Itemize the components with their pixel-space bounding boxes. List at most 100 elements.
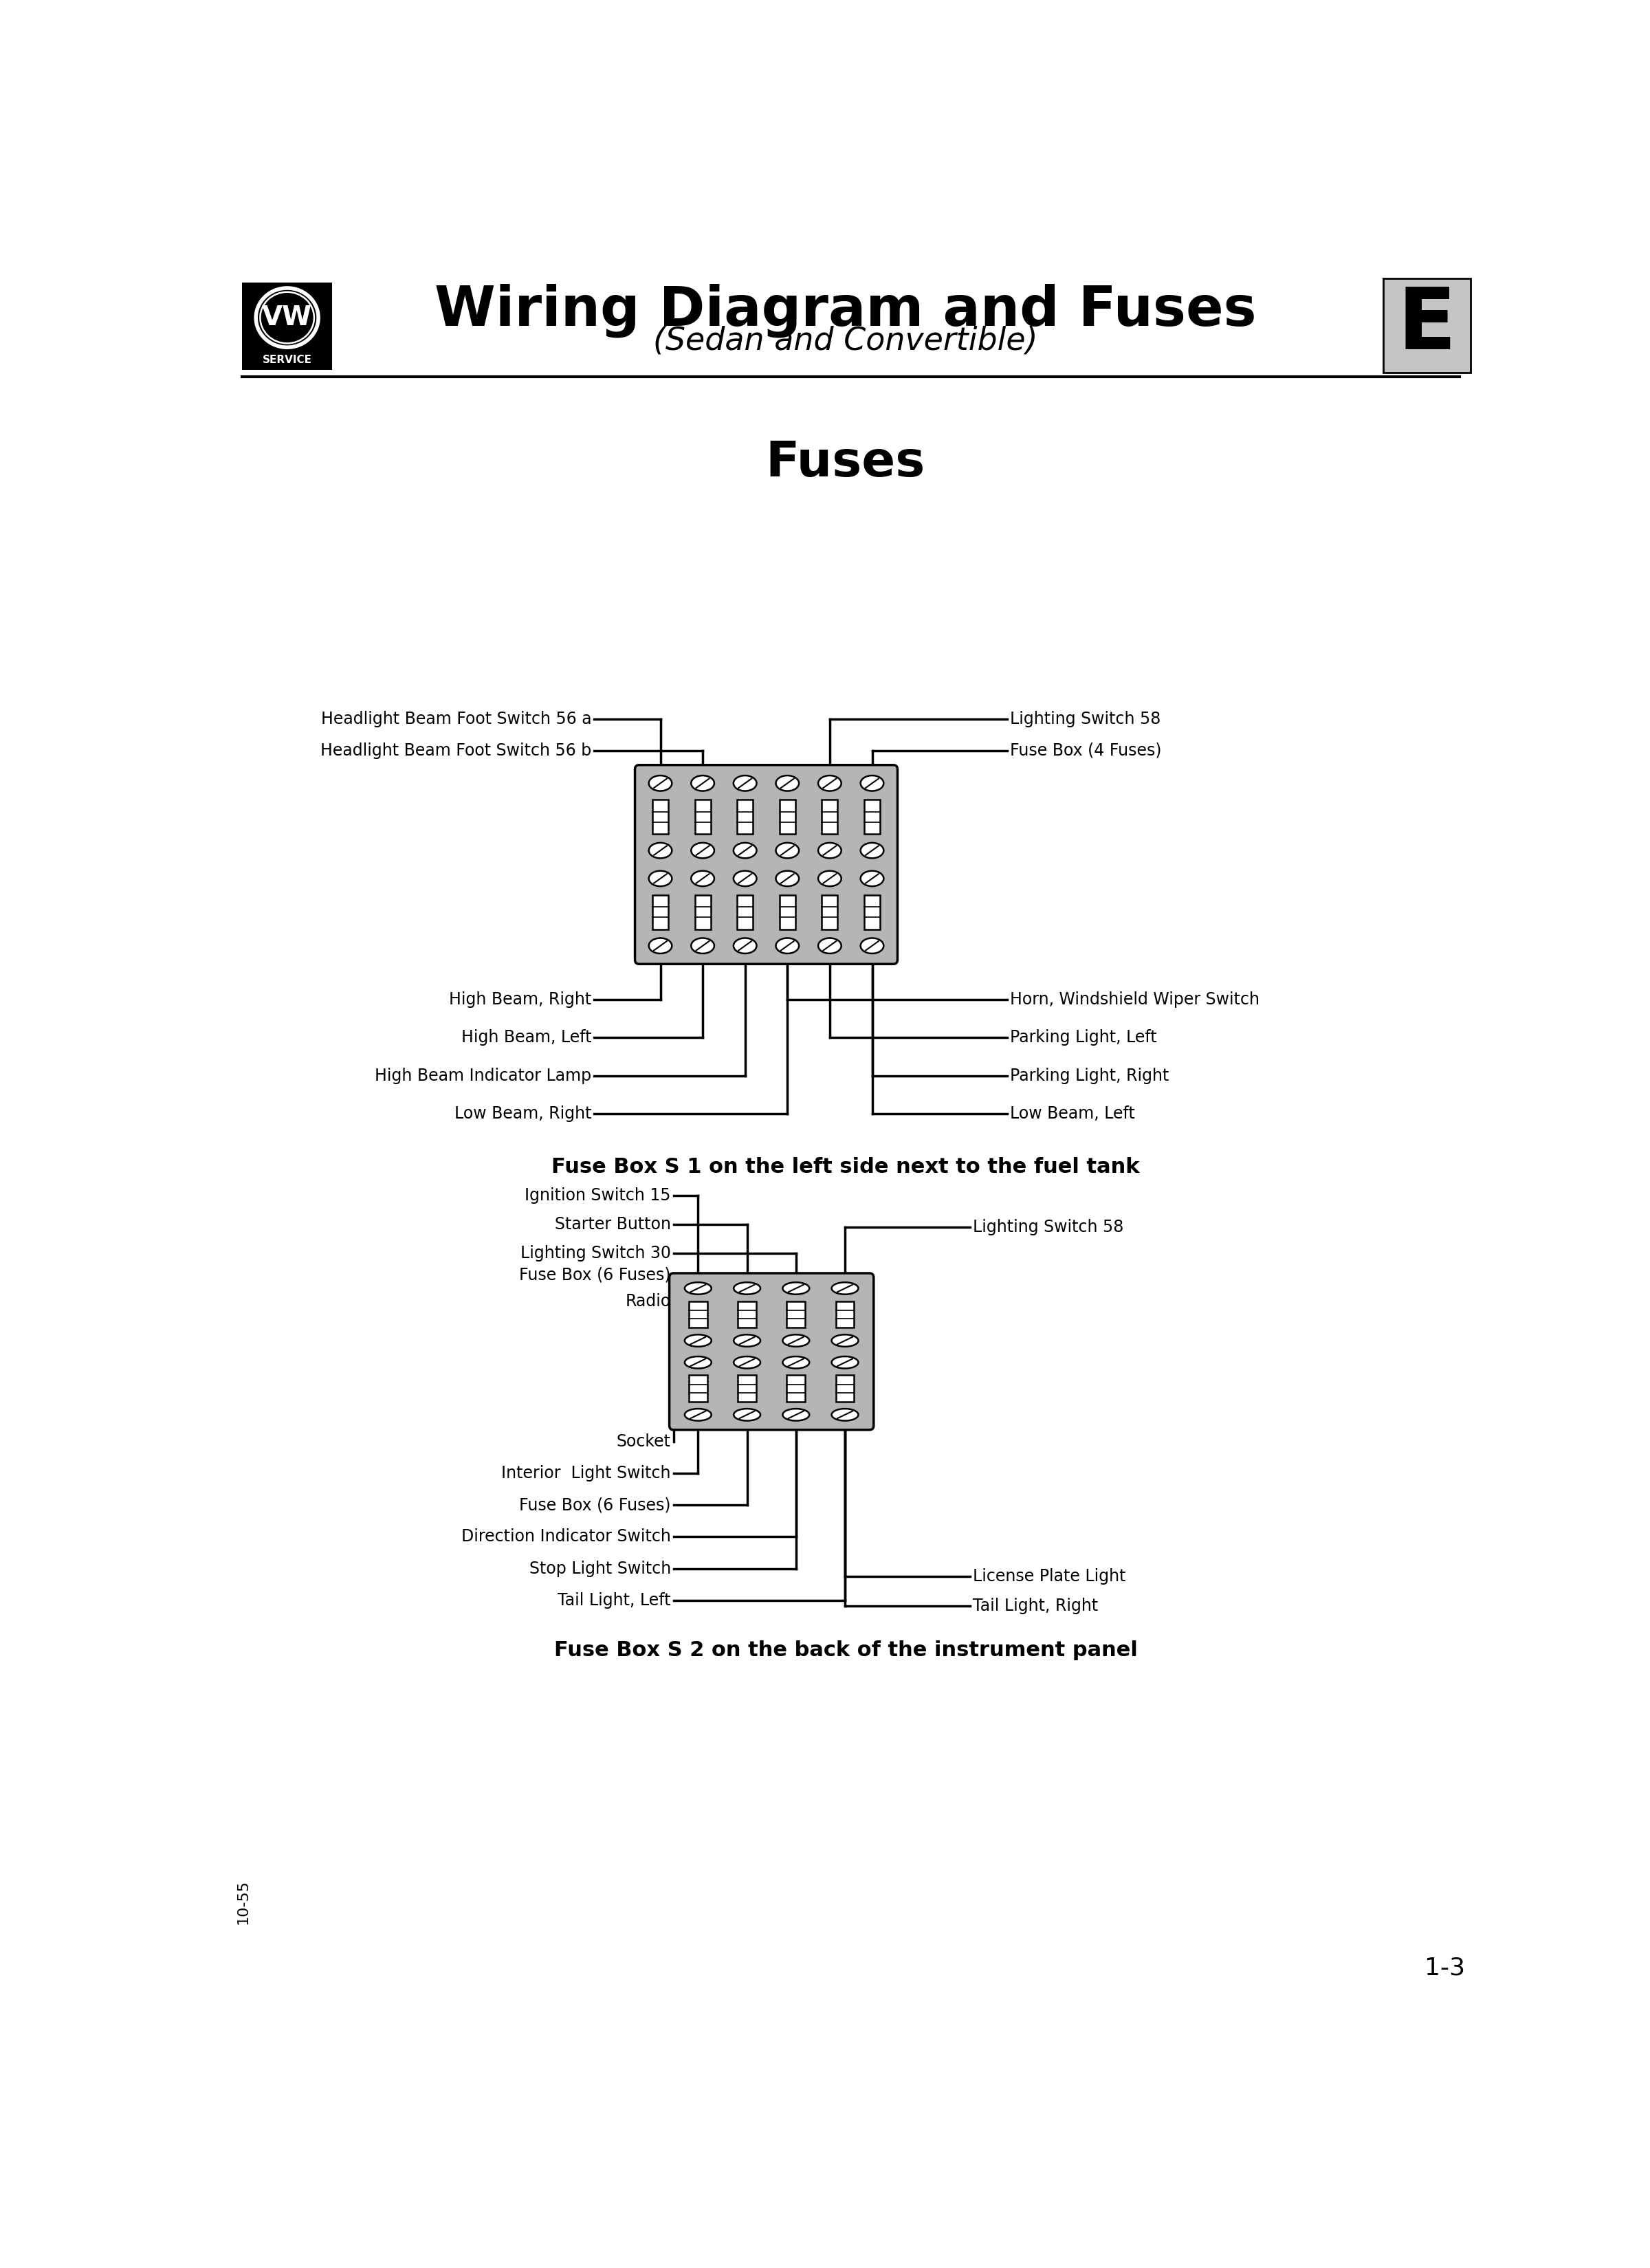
Text: High Beam, Left: High Beam, Left	[460, 1030, 592, 1046]
FancyBboxPatch shape	[635, 764, 898, 964]
Bar	[822, 801, 838, 835]
Ellipse shape	[685, 1334, 711, 1347]
Ellipse shape	[782, 1334, 810, 1347]
Bar	[690, 1302, 708, 1327]
Text: License Plate Light: License Plate Light	[974, 1567, 1125, 1585]
Text: Direction Indicator Switch: Direction Indicator Switch	[462, 1529, 672, 1545]
Text: Fuse Box S 2 on the back of the instrument panel: Fuse Box S 2 on the back of the instrume…	[554, 1640, 1137, 1660]
Ellipse shape	[861, 776, 884, 792]
Text: VW: VW	[262, 304, 312, 331]
Bar	[652, 896, 668, 930]
Text: High Beam, Right: High Beam, Right	[449, 991, 592, 1007]
Ellipse shape	[832, 1281, 858, 1295]
Text: Starter Button: Starter Button	[554, 1216, 672, 1234]
Bar	[837, 1374, 855, 1402]
Ellipse shape	[648, 939, 672, 953]
Text: SERVICE: SERVICE	[262, 354, 312, 365]
Ellipse shape	[734, 1408, 761, 1420]
Bar	[787, 1374, 805, 1402]
Bar	[837, 1302, 855, 1327]
Ellipse shape	[691, 939, 714, 953]
Ellipse shape	[776, 776, 799, 792]
Text: Parking Light, Left: Parking Light, Left	[1010, 1030, 1157, 1046]
Ellipse shape	[734, 939, 757, 953]
Ellipse shape	[861, 871, 884, 887]
Bar	[738, 801, 752, 835]
Bar	[1383, 279, 1470, 372]
Ellipse shape	[648, 776, 672, 792]
Ellipse shape	[691, 871, 714, 887]
Ellipse shape	[776, 939, 799, 953]
Ellipse shape	[734, 1334, 761, 1347]
Text: 10-55: 10-55	[236, 1880, 251, 1926]
Ellipse shape	[734, 844, 757, 857]
Ellipse shape	[818, 939, 842, 953]
Text: Headlight Beam Foot Switch 56 b: Headlight Beam Foot Switch 56 b	[320, 742, 592, 760]
Bar	[695, 801, 711, 835]
Ellipse shape	[776, 871, 799, 887]
Ellipse shape	[734, 871, 757, 887]
Ellipse shape	[776, 844, 799, 857]
Text: Low Beam, Right: Low Beam, Right	[454, 1105, 592, 1123]
Bar	[738, 1302, 756, 1327]
Bar	[865, 896, 879, 930]
Ellipse shape	[832, 1408, 858, 1420]
Text: E: E	[1398, 284, 1455, 367]
Ellipse shape	[648, 871, 672, 887]
Ellipse shape	[648, 844, 672, 857]
Ellipse shape	[261, 293, 314, 342]
Bar	[822, 896, 838, 930]
Ellipse shape	[782, 1281, 810, 1295]
Ellipse shape	[734, 1281, 761, 1295]
Text: Interior  Light Switch: Interior Light Switch	[502, 1465, 672, 1481]
Ellipse shape	[691, 844, 714, 857]
Text: Stop Light Switch: Stop Light Switch	[530, 1560, 672, 1576]
Bar	[690, 1374, 708, 1402]
Bar	[779, 801, 795, 835]
Ellipse shape	[685, 1356, 711, 1368]
Bar	[738, 896, 752, 930]
Ellipse shape	[691, 776, 714, 792]
Text: Fuse Box (4 Fuses): Fuse Box (4 Fuses)	[1010, 742, 1162, 760]
Ellipse shape	[861, 939, 884, 953]
Text: Radio: Radio	[625, 1293, 672, 1309]
Ellipse shape	[782, 1356, 810, 1368]
Text: Lighting Switch 58: Lighting Switch 58	[1010, 710, 1160, 728]
Text: Lighting Switch 30: Lighting Switch 30	[520, 1245, 672, 1261]
Ellipse shape	[818, 776, 842, 792]
Bar	[738, 1374, 756, 1402]
Bar	[652, 801, 668, 835]
Text: Fuses: Fuses	[766, 440, 926, 485]
Ellipse shape	[818, 844, 842, 857]
Bar	[779, 896, 795, 930]
Bar	[695, 896, 711, 930]
FancyBboxPatch shape	[670, 1272, 874, 1429]
Ellipse shape	[685, 1281, 711, 1295]
Bar	[865, 801, 879, 835]
Ellipse shape	[861, 844, 884, 857]
Ellipse shape	[685, 1408, 711, 1420]
Text: Socket: Socket	[617, 1433, 672, 1449]
Text: Fuse Box (6 Fuses): Fuse Box (6 Fuses)	[520, 1497, 672, 1513]
Text: High Beam Indicator Lamp: High Beam Indicator Lamp	[375, 1068, 592, 1084]
Text: Low Beam, Left: Low Beam, Left	[1010, 1105, 1135, 1123]
Bar	[787, 1302, 805, 1327]
Ellipse shape	[832, 1334, 858, 1347]
Text: Ignition Switch 15: Ignition Switch 15	[525, 1186, 672, 1204]
Text: 1-3: 1-3	[1424, 1957, 1465, 1980]
Text: Parking Light, Right: Parking Light, Right	[1010, 1068, 1168, 1084]
Text: Fuse Box S 1 on the left side next to the fuel tank: Fuse Box S 1 on the left side next to th…	[551, 1157, 1140, 1177]
Ellipse shape	[818, 871, 842, 887]
Text: Horn, Windshield Wiper Switch: Horn, Windshield Wiper Switch	[1010, 991, 1259, 1007]
Text: Fuse Box (6 Fuses): Fuse Box (6 Fuses)	[520, 1266, 672, 1284]
Text: (Sedan and Convertible): (Sedan and Convertible)	[653, 327, 1038, 356]
Ellipse shape	[782, 1408, 810, 1420]
Ellipse shape	[256, 288, 318, 347]
Text: Lighting Switch 58: Lighting Switch 58	[974, 1218, 1124, 1236]
Text: Wiring Diagram and Fuses: Wiring Diagram and Fuses	[434, 284, 1257, 338]
Ellipse shape	[832, 1356, 858, 1368]
Text: Tail Light, Right: Tail Light, Right	[974, 1597, 1097, 1615]
Text: Tail Light, Left: Tail Light, Left	[558, 1592, 672, 1608]
Bar	[243, 284, 332, 370]
Text: Headlight Beam Foot Switch 56 a: Headlight Beam Foot Switch 56 a	[320, 710, 592, 728]
